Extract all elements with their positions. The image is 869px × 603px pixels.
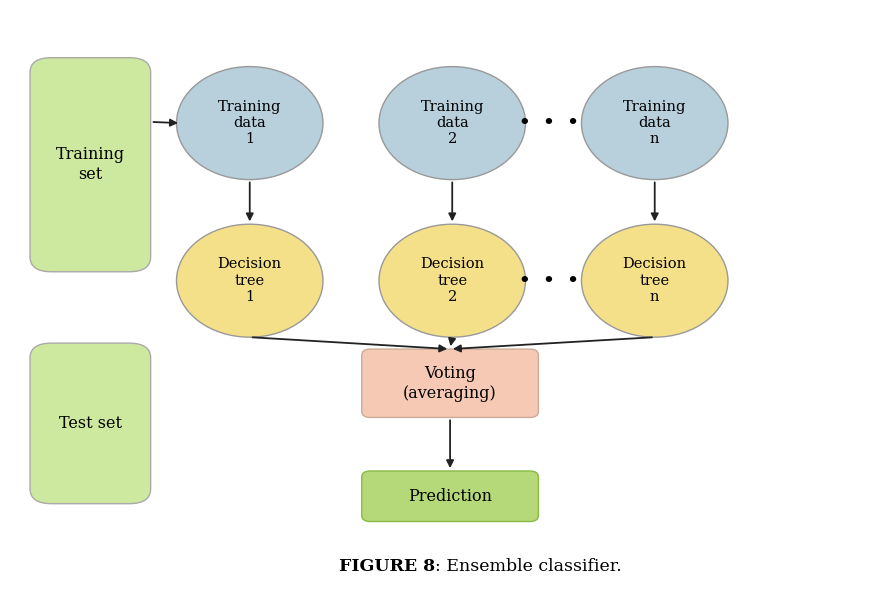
Text: Training
data
2: Training data 2 xyxy=(420,100,483,147)
Ellipse shape xyxy=(580,224,727,337)
Text: Prediction: Prediction xyxy=(408,488,492,505)
Text: Training
data
n: Training data n xyxy=(622,100,686,147)
Text: •  •  •: • • • xyxy=(518,114,578,132)
Text: Test set: Test set xyxy=(59,415,122,432)
Ellipse shape xyxy=(379,66,525,180)
FancyBboxPatch shape xyxy=(362,349,538,417)
Ellipse shape xyxy=(176,66,322,180)
Text: Decision
tree
n: Decision tree n xyxy=(622,257,686,304)
Text: Voting
(averaging): Voting (averaging) xyxy=(402,365,496,402)
Text: Training
set: Training set xyxy=(56,147,125,183)
Text: Decision
tree
1: Decision tree 1 xyxy=(217,257,282,304)
Ellipse shape xyxy=(580,66,727,180)
Text: : Ensemble classifier.: : Ensemble classifier. xyxy=(434,558,621,575)
Ellipse shape xyxy=(176,224,322,337)
FancyBboxPatch shape xyxy=(362,471,538,522)
Text: FIGURE 8: FIGURE 8 xyxy=(339,558,434,575)
FancyBboxPatch shape xyxy=(30,343,150,504)
Text: Decision
tree
2: Decision tree 2 xyxy=(420,257,484,304)
Text: •  •  •: • • • xyxy=(518,272,578,289)
FancyBboxPatch shape xyxy=(30,58,150,272)
Ellipse shape xyxy=(379,224,525,337)
Text: Training
data
1: Training data 1 xyxy=(218,100,281,147)
